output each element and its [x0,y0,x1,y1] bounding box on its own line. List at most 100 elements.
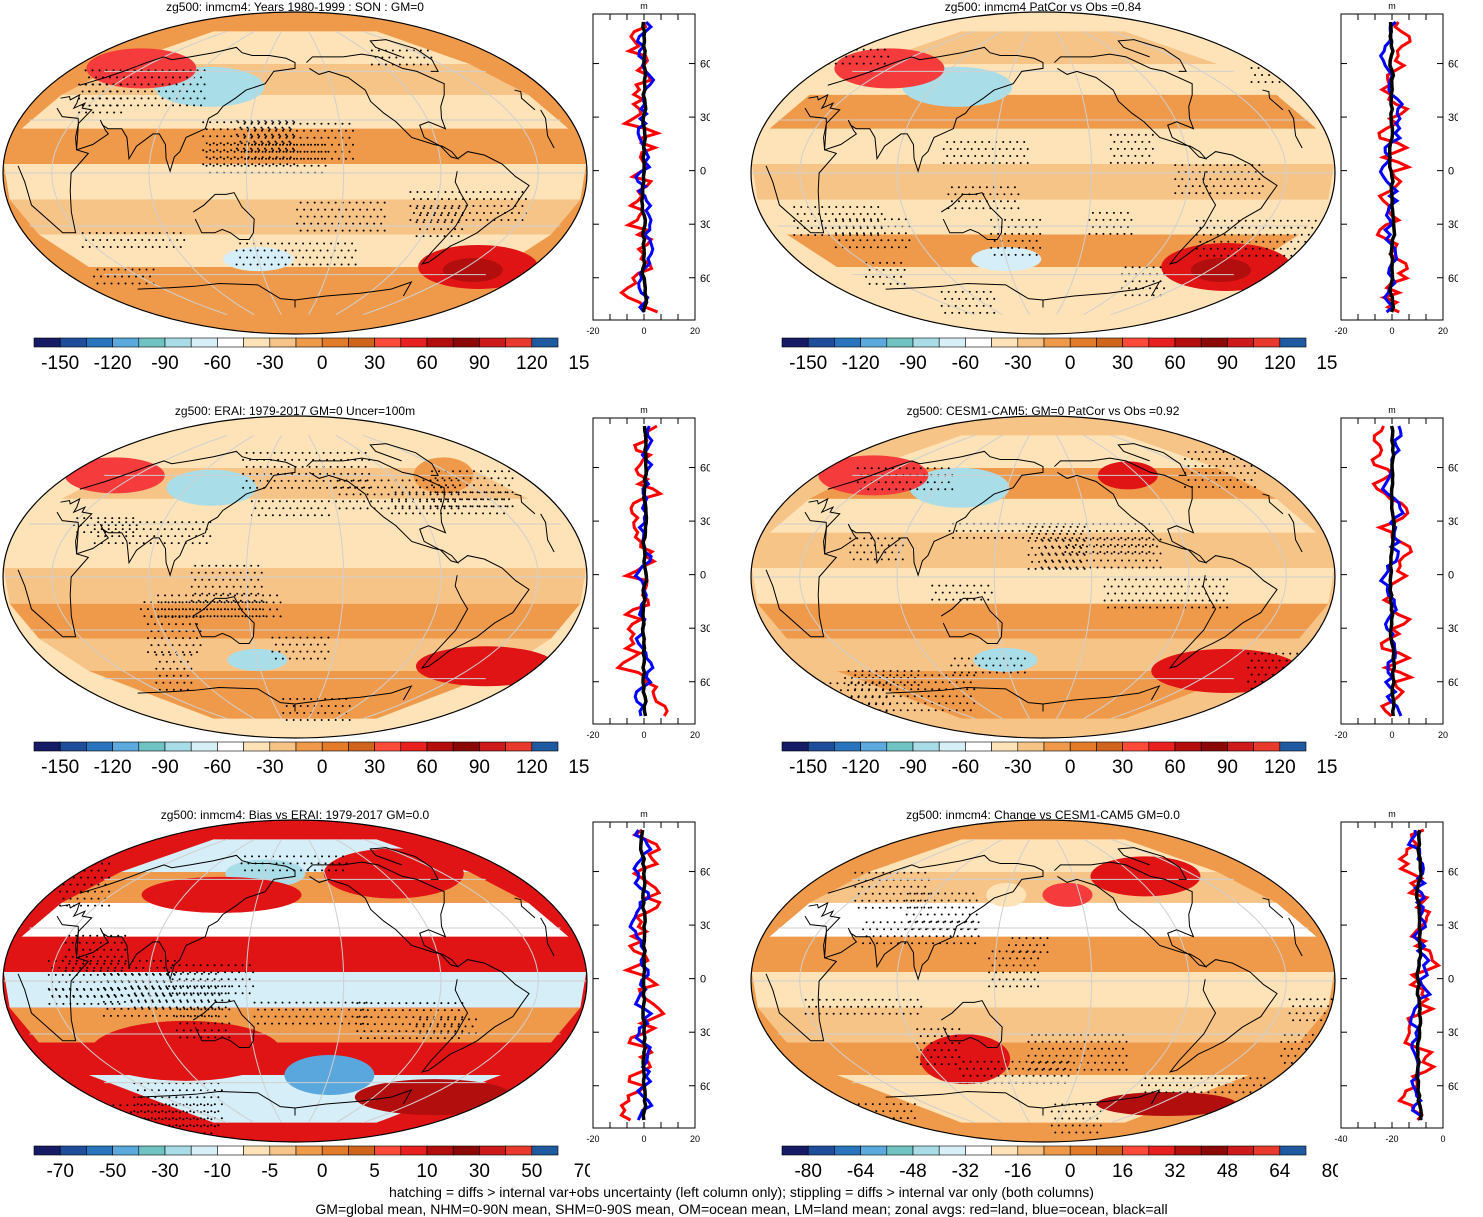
stipple-dot [183,653,186,656]
stipple-dot [1272,247,1275,250]
stipple-dot [174,601,177,604]
stipple-dot [1016,957,1019,960]
stipple-dot [1234,240,1237,243]
stipple-dot [189,69,192,72]
stipple-dot [895,998,898,1001]
stipple-dot [954,193,957,196]
stipple-dot [348,150,351,153]
stipple-dot [1314,233,1317,236]
stipple-dot [181,615,184,618]
stipple-dot [295,143,298,146]
stipple-dot [884,481,887,484]
stipple-dot [295,657,298,660]
colorbar-box [426,1145,454,1156]
stipple-dot [482,512,485,515]
stipple-dot [1288,1012,1291,1015]
stipple-dot [277,147,280,150]
stipple-dot [1244,247,1247,250]
stipple-dot [902,1012,905,1015]
stipple-dot [1247,486,1250,489]
stipple-dot [1181,164,1184,167]
stipple-dot [320,215,323,218]
stipple-dot [1124,566,1127,569]
stipple-dot [303,711,306,714]
stipple-dot [836,1117,839,1120]
stipple-dot [868,1138,871,1141]
stipple-dot [157,1125,160,1128]
stipple-dot [461,512,464,515]
stipple-dot [278,514,281,517]
stipple-dot [66,890,69,893]
contour-anomaly [1090,856,1201,897]
stipple-dot [366,1023,369,1026]
stipple-dot [202,163,205,166]
stipple-dot [182,97,185,100]
stipple-dot [212,164,215,167]
stipple-dot [1222,465,1225,468]
stipple-dot [112,97,115,100]
stipple-dot [1261,185,1264,188]
stipple-dot [990,529,993,532]
stipple-dot [854,702,857,705]
stipple-dot [154,97,157,100]
stipple-dot [1216,233,1219,236]
stipple-dot [1170,606,1173,609]
stipple-dot [951,297,954,300]
stipple-dot [401,491,404,494]
stipple-dot [185,616,188,619]
stipple-dot [251,157,254,160]
contour-fill [751,128,1335,165]
stipple-dot [443,507,446,510]
stipple-dot [1103,585,1106,588]
stipple-dot [81,90,84,93]
stipple-dot [1318,240,1321,243]
stipple-dot [1159,552,1162,555]
stipple-dot [120,1007,123,1010]
land-curve [619,21,663,314]
stipple-dot [93,524,96,527]
stipple-dot [1307,247,1310,250]
stipple-dot [299,215,302,218]
stipple-dot [1240,486,1243,489]
stipple-dot [282,128,285,131]
stipple-dot [303,862,306,865]
stipple-dot [876,218,879,221]
stipple-dot [302,1015,305,1018]
stipple-dot [1079,545,1082,548]
stipple-dot [292,704,295,707]
stipple-dot [123,232,126,235]
stipple-dot [351,129,354,132]
stipple-dot [1006,200,1009,203]
stipple-dot [988,155,991,158]
stipple-dot [112,69,115,72]
stipple-dot [451,191,454,194]
stipple-dot [152,987,155,990]
stipple-dot [1215,465,1218,468]
stipple-dot [361,472,364,475]
stipple-dot [105,97,108,100]
stipple-dot [972,297,975,300]
stipple-dot [286,149,289,152]
stipple-dot [1131,566,1134,569]
stipple-dot [289,697,292,700]
colorbar-box [190,337,218,348]
stipple-dot [154,1132,157,1135]
stipple-dot [869,218,872,221]
stipple-dot [116,90,119,93]
stipple-dot [97,517,100,520]
stipple-dot [89,962,92,965]
stipple-dot [875,1124,878,1127]
stipple-dot [370,1030,373,1033]
stipple-dot [292,122,295,125]
stipple-dot [293,149,296,152]
stipple-dot [113,955,116,958]
stipple-dot [1141,551,1144,554]
stipple-dot [843,1117,846,1120]
stipple-dot [956,148,959,151]
stipple-dot [302,129,305,132]
stipple-dot [71,955,74,958]
stipple-dot [205,156,208,159]
stipple-dot [815,1117,818,1120]
stipple-dot [405,486,408,489]
coastline [306,457,460,564]
